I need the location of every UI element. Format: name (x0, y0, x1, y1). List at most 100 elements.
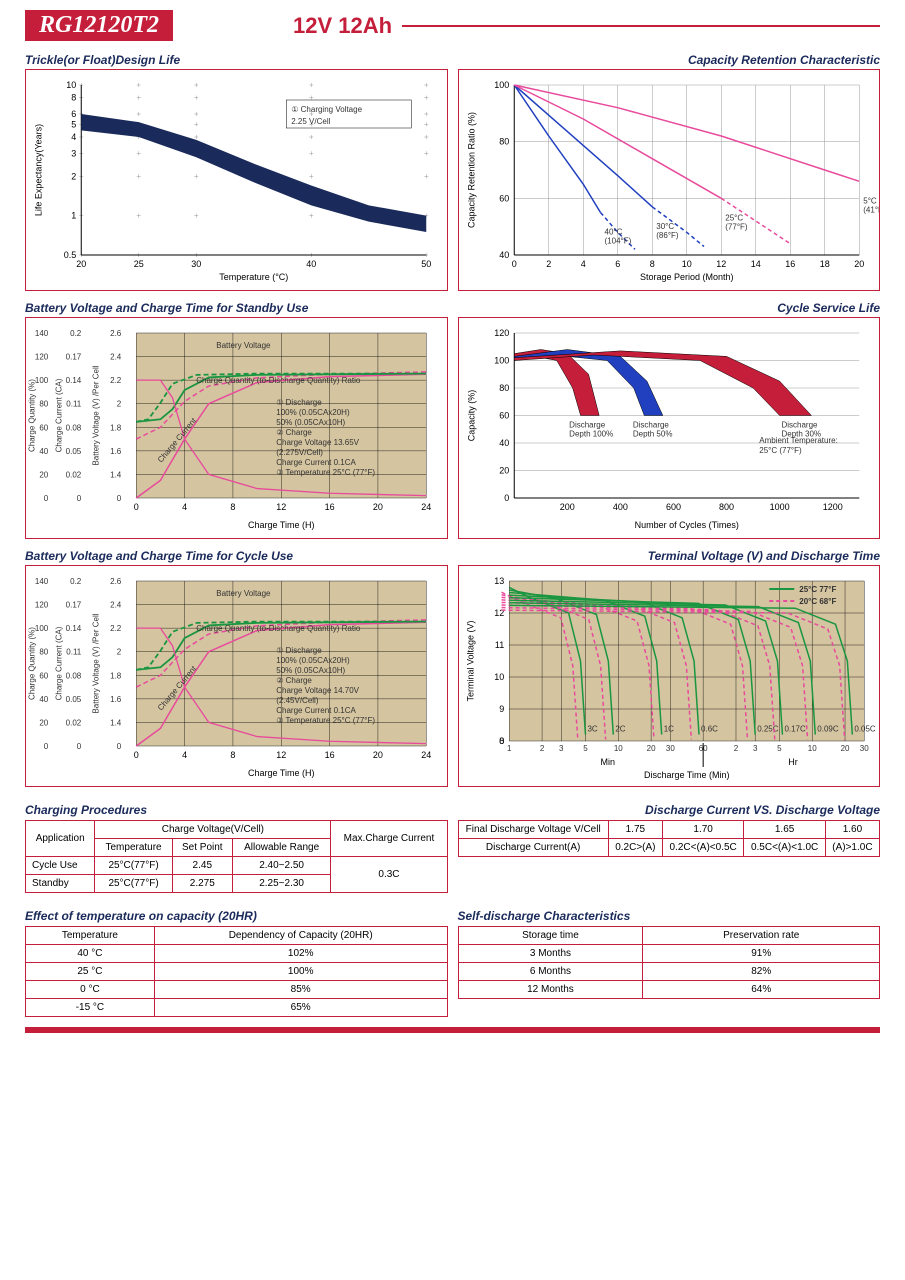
svg-text:Temperature (°C): Temperature (°C) (219, 272, 288, 282)
svg-text:2.2: 2.2 (110, 624, 122, 633)
svg-text:2: 2 (546, 259, 551, 269)
svg-text:16: 16 (785, 259, 795, 269)
svg-text:50: 50 (421, 259, 431, 269)
svg-text:0.17: 0.17 (66, 353, 82, 362)
svg-text:0.6C: 0.6C (701, 725, 718, 734)
chart1: 0.51234568102025304050Temperature (°C)Li… (25, 69, 448, 291)
svg-text:8: 8 (71, 93, 76, 103)
svg-text:16: 16 (325, 750, 335, 760)
svg-text:2: 2 (733, 744, 738, 753)
svg-text:Charge Quantity (%): Charge Quantity (%) (27, 627, 36, 700)
svg-text:25: 25 (134, 259, 144, 269)
header-rule (402, 25, 880, 27)
svg-text:2.4: 2.4 (110, 353, 122, 362)
svg-text:0.25C: 0.25C (757, 725, 779, 734)
svg-text:0.05C: 0.05C (854, 725, 876, 734)
svg-text:20: 20 (854, 259, 864, 269)
svg-text:24: 24 (421, 502, 431, 512)
charging-title: Charging Procedures (25, 803, 448, 817)
svg-text:12: 12 (716, 259, 726, 269)
svg-text:4: 4 (182, 750, 187, 760)
svg-text:① Charging Voltage: ① Charging Voltage (291, 105, 362, 114)
svg-text:(86°F): (86°F) (656, 231, 679, 240)
svg-text:40: 40 (39, 447, 48, 456)
svg-text:200: 200 (559, 502, 574, 512)
svg-text:800: 800 (719, 502, 734, 512)
svg-text:1.8: 1.8 (110, 423, 122, 432)
svg-text:2: 2 (117, 400, 122, 409)
svg-text:50% (0.05CAx10H): 50% (0.05CAx10H) (276, 418, 345, 427)
svg-text:600: 600 (665, 502, 680, 512)
svg-text:14: 14 (750, 259, 760, 269)
svg-text:40: 40 (39, 695, 48, 704)
svg-text:0.02: 0.02 (66, 718, 82, 727)
chart3-title: Battery Voltage and Charge Time for Stan… (25, 301, 448, 315)
svg-text:20: 20 (76, 259, 86, 269)
svg-text:3C: 3C (587, 725, 597, 734)
svg-text:Discharge: Discharge (632, 421, 669, 430)
temp-title: Effect of temperature on capacity (20HR) (25, 909, 448, 923)
svg-text:100: 100 (494, 80, 509, 90)
svg-text:0.11: 0.11 (66, 648, 82, 657)
chart5-title: Battery Voltage and Charge Time for Cycl… (25, 549, 448, 563)
svg-text:0.14: 0.14 (66, 376, 82, 385)
svg-text:0: 0 (44, 742, 49, 751)
svg-text:(104°F): (104°F) (604, 237, 631, 246)
svg-text:Number of Cycles (Times): Number of Cycles (Times) (634, 520, 738, 530)
svg-text:Ambient Temperature:: Ambient Temperature: (759, 436, 838, 445)
svg-text:(41°F): (41°F) (863, 205, 879, 214)
svg-text:4: 4 (182, 502, 187, 512)
svg-text:0.05: 0.05 (66, 447, 82, 456)
svg-text:0: 0 (134, 750, 139, 760)
svg-text:2: 2 (71, 171, 76, 181)
svg-text:100: 100 (35, 376, 49, 385)
svg-text:1.6: 1.6 (110, 695, 122, 704)
svg-text:10: 10 (807, 744, 816, 753)
svg-text:4: 4 (71, 132, 76, 142)
svg-text:25°C: 25°C (725, 213, 743, 222)
chart1-title: Trickle(or Float)Design Life (25, 53, 448, 67)
svg-text:2C: 2C (615, 725, 625, 734)
svg-text:1000: 1000 (769, 502, 789, 512)
svg-text:6: 6 (71, 109, 76, 119)
svg-text:③ Temperature 25°C (77°F): ③ Temperature 25°C (77°F) (276, 468, 375, 477)
svg-text:0.11: 0.11 (66, 400, 82, 409)
svg-text:100: 100 (494, 356, 509, 366)
svg-text:2.6: 2.6 (110, 329, 122, 338)
svg-text:Min: Min (600, 757, 615, 767)
discharge-title: Discharge Current VS. Discharge Voltage (458, 803, 881, 817)
svg-text:24: 24 (421, 750, 431, 760)
svg-text:120: 120 (35, 601, 49, 610)
chart4: 02040608010012020040060080010001200Disch… (458, 317, 881, 539)
svg-text:(77°F): (77°F) (725, 222, 748, 231)
svg-text:0.17: 0.17 (66, 601, 82, 610)
svg-text:2.4: 2.4 (110, 601, 122, 610)
svg-text:3: 3 (559, 744, 564, 753)
svg-text:Life Expectancy(Years): Life Expectancy(Years) (33, 124, 43, 216)
svg-text:① Discharge: ① Discharge (276, 398, 322, 407)
svg-text:(2.275V/Cell): (2.275V/Cell) (276, 448, 323, 457)
svg-text:8: 8 (230, 750, 235, 760)
svg-text:0.08: 0.08 (66, 423, 82, 432)
svg-text:60: 60 (39, 671, 48, 680)
svg-text:60: 60 (39, 423, 48, 432)
svg-text:0: 0 (77, 494, 82, 503)
svg-text:0.05: 0.05 (66, 695, 82, 704)
svg-text:20°C 68°F: 20°C 68°F (799, 597, 836, 606)
svg-text:0.17C: 0.17C (784, 725, 806, 734)
svg-text:0.09C: 0.09C (817, 725, 839, 734)
svg-text:0: 0 (117, 494, 122, 503)
svg-text:11: 11 (494, 640, 503, 650)
svg-text:② Charge: ② Charge (276, 676, 312, 685)
svg-text:5°C: 5°C (863, 196, 877, 205)
svg-text:Charge Current 0.1CA: Charge Current 0.1CA (276, 706, 356, 715)
svg-text:30°C: 30°C (656, 222, 674, 231)
svg-text:18: 18 (819, 259, 829, 269)
svg-text:3: 3 (71, 148, 76, 158)
svg-text:0: 0 (77, 742, 82, 751)
svg-text:Charge Voltage 13.65V: Charge Voltage 13.65V (276, 438, 359, 447)
svg-text:Battery Voltage (V) /Per Cell: Battery Voltage (V) /Per Cell (91, 365, 100, 465)
svg-text:100: 100 (35, 624, 49, 633)
svg-text:10: 10 (681, 259, 691, 269)
svg-text:Charge Current 0.1CA: Charge Current 0.1CA (276, 458, 356, 467)
